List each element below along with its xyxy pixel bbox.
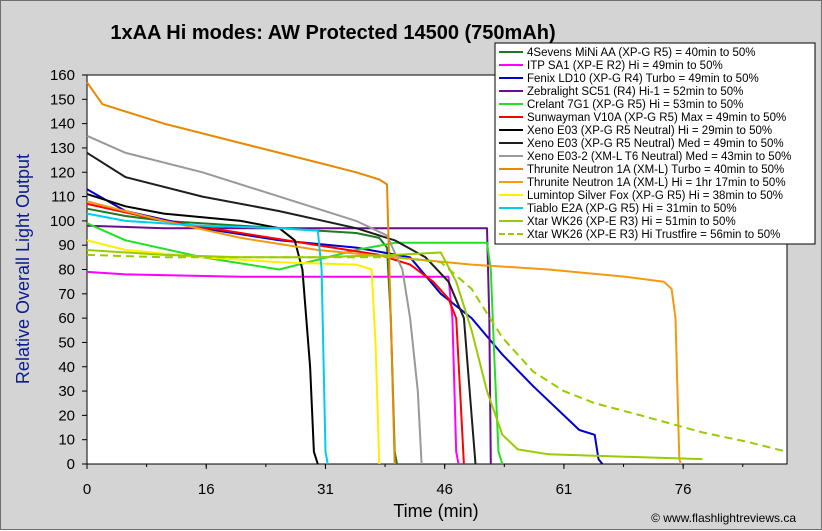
legend-entry: Lumintop Silver Fox (XP-G R5) Hi = 38min… <box>527 190 783 202</box>
series-line-8 <box>86 151 477 465</box>
legend-entry: 4Sevens MiNi AA (XP-G R5) = 40min to 50% <box>527 47 756 59</box>
legend-entry: Xtar WK26 (XP-E R3) Hi Trustfire = 56min… <box>527 229 780 241</box>
y-tick-label: 90 <box>58 237 75 254</box>
y-tick-label: 30 <box>58 383 75 400</box>
y-tick-label: 110 <box>51 189 75 206</box>
legend-box <box>494 42 816 245</box>
y-tick-label: 20 <box>58 407 75 424</box>
legend: 4Sevens MiNi AA (XP-G R5) = 40min to 50%… <box>494 42 816 245</box>
y-tick-label: 10 <box>58 432 75 449</box>
legend-entry: Xeno E03 (XP-G R5 Neutral) Hi = 29min to… <box>527 125 772 137</box>
y-tick-label: 140 <box>50 116 75 133</box>
legend-entry: Xeno E03-2 (XM-L T6 Neutral) Med = 43min… <box>527 151 791 163</box>
y-tick-label: 100 <box>50 213 75 230</box>
y-tick-label: 160 <box>50 67 75 84</box>
series-line-12 <box>86 239 381 465</box>
x-axis-title: Time (min) <box>393 501 478 521</box>
credit-text: © www.flashlightreviews.ca <box>651 511 796 525</box>
legend-entry: Tiablo E2A (XP-G R5) Hi = 31min to 50% <box>527 203 737 215</box>
y-tick-label: 150 <box>50 91 75 108</box>
legend-entry: Fenix LD10 (XP-G R4) Turbo = 49min to 50… <box>527 73 759 85</box>
series-line-10 <box>86 81 396 465</box>
series-line-9 <box>86 134 423 465</box>
y-tick-label: 50 <box>58 334 75 351</box>
legend-entry: Xtar WK26 (XP-E R3) Hi = 51min to 50% <box>527 216 736 228</box>
y-tick-label: 70 <box>58 286 75 303</box>
series-line-6 <box>86 202 465 465</box>
series-line-2 <box>86 270 460 465</box>
y-tick-label: 40 <box>58 359 75 376</box>
chart-title: 1xAA Hi modes: AW Protected 14500 (750mA… <box>110 22 555 44</box>
y-tick-label: 80 <box>58 262 75 279</box>
y-tick-label: 130 <box>50 140 75 157</box>
x-tick-label: 31 <box>317 481 334 498</box>
legend-entry: Thrunite Neutron 1A (XM-L) Hi = 1hr 17mi… <box>527 177 786 189</box>
y-tick-label: 120 <box>50 164 75 181</box>
legend-entry: Sunwayman V10A (XP-G R5) Max = 49min to … <box>527 112 786 124</box>
series-line-13 <box>86 212 329 465</box>
legend-entry: Crelant 7G1 (XP-G R5) Hi = 53min to 50% <box>527 99 743 111</box>
y-axis-title: Relative Overall Light Output <box>13 154 33 384</box>
series-line-3 <box>86 188 604 465</box>
x-tick-label: 16 <box>198 481 215 498</box>
series-line-4 <box>86 224 492 465</box>
series-line-14 <box>86 249 703 461</box>
legend-entry: Zebralight SC51 (R4) Hi-1 = 52min to 50% <box>527 86 743 98</box>
legend-entry: ITP SA1 (XP-E R2) Hi = 49min to 50% <box>527 60 723 72</box>
x-tick-label: 76 <box>675 481 692 498</box>
x-tick-label: 0 <box>83 481 91 498</box>
x-tick-label: 46 <box>436 481 453 498</box>
series-line-7 <box>86 193 319 465</box>
series-line-5 <box>86 222 504 465</box>
x-tick-label: 61 <box>556 481 573 498</box>
legend-entry: Thrunite Neutron 1A (XM-L) Turbo = 40min… <box>527 164 784 176</box>
series-line-11 <box>86 200 682 465</box>
y-tick-label: 0 <box>67 456 75 473</box>
legend-entry: Xeno E03 (XP-G R5 Neutral) Med = 49min t… <box>527 138 784 150</box>
y-tick-label: 60 <box>58 310 75 327</box>
